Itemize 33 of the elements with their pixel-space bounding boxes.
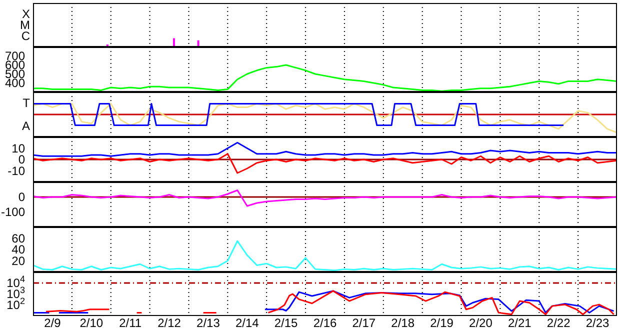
x-tick-label: 2/13	[196, 316, 220, 330]
y-tick-label: 10	[12, 141, 26, 156]
y-tick-label: 60	[12, 231, 26, 246]
x-tick-label: 2/15	[274, 316, 298, 330]
x-tick-label: 2/18	[391, 316, 415, 330]
x-tick-label: 2/16	[313, 316, 337, 330]
y-tick-label: -10	[8, 164, 26, 178]
line-series	[33, 153, 617, 174]
y-tick-label: 20	[12, 254, 26, 268]
x-tick-label: 2/22	[546, 316, 571, 330]
x-tick-label: 2/17	[352, 316, 376, 330]
line-series	[33, 64, 617, 92]
text: M	[20, 18, 30, 32]
x-tick-label: 2/12	[158, 316, 182, 330]
text: T	[22, 96, 30, 110]
x-tick-label: 2/19	[430, 316, 454, 330]
y-tick-label: -100	[0, 205, 26, 219]
y-tick-label: 0	[18, 190, 26, 204]
x-tick-label: 2/11	[119, 316, 142, 330]
y-tick-label: 0	[18, 152, 26, 166]
x-tick-label: 2/9	[44, 316, 62, 330]
x-tick-label: 2/23	[586, 316, 610, 330]
x-tick-label: 2/14	[235, 316, 260, 330]
text: C	[21, 29, 30, 43]
line-series	[33, 240, 617, 272]
line-series	[33, 190, 617, 207]
x-tick-label: 2/20	[469, 316, 493, 330]
x-tick-label: 2/10	[80, 316, 104, 330]
x-tick-label: 2/21	[508, 316, 532, 330]
line-series	[33, 142, 617, 157]
text: A	[22, 118, 30, 133]
text: X	[22, 7, 30, 21]
y-tick-label: 40	[12, 242, 26, 256]
